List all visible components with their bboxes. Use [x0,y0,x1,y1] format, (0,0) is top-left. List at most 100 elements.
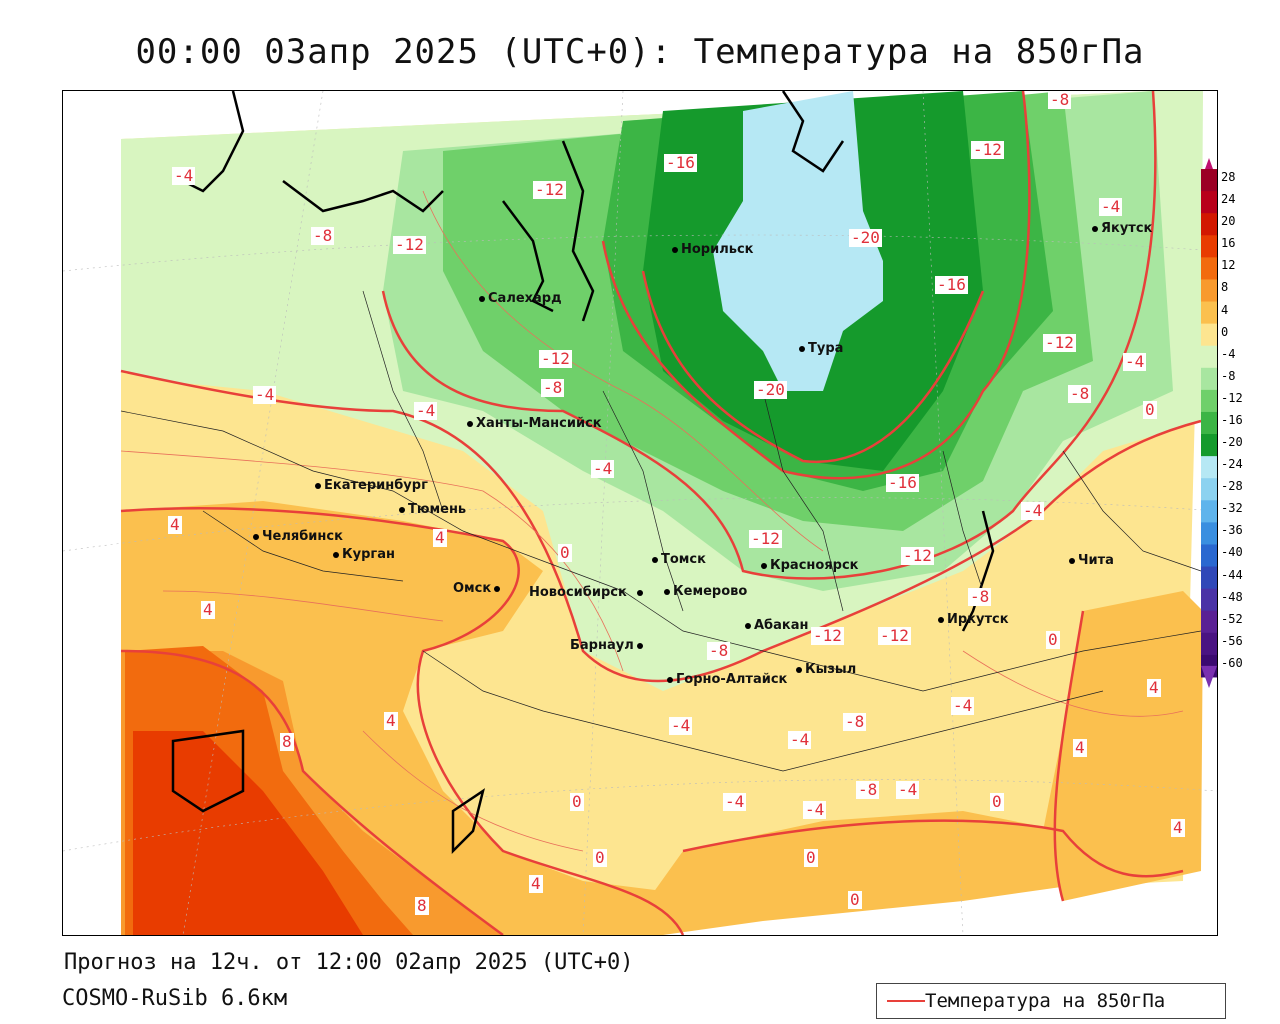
contour-label: -8 [968,587,992,606]
colorbar-cell [1201,345,1217,369]
colorbar-tick-label: -56 [1221,633,1243,648]
colorbar-tick-label: 24 [1221,192,1236,207]
contour-label: 4 [529,874,543,893]
colorbar-cell [1201,434,1217,457]
contour-label: 4 [168,515,182,534]
contour-label: -4 [669,716,693,735]
map-title: 00:00 03апр 2025 (UTC+0): Температура на… [135,32,1145,72]
contour-label: -4 [253,385,277,404]
contour-label: -12 [749,529,782,548]
colorbar-tick-label: 12 [1221,258,1236,273]
city-label: Горно-Алтайск [667,672,787,687]
colorbar-bottom-arrow [1201,665,1217,688]
contour-label: 0 [1143,400,1157,419]
city-label: Якутск [1092,221,1152,236]
city-label: Салехард [479,291,562,306]
field-orange-se [1043,591,1203,901]
colorbar-cell [1201,169,1217,192]
contour-label: 4 [1171,818,1185,837]
graticule [63,91,1217,935]
colorbar-cell [1201,478,1217,501]
contour-label: 0 [1046,630,1060,649]
contour-label: -4 [788,730,812,749]
colorbar-tick-label: 20 [1221,214,1236,229]
colorbar-tick-label: -24 [1221,457,1243,472]
contour-label: -8 [1068,384,1092,403]
contour-label: 0 [990,792,1004,811]
city-label: Кемерово [664,584,747,599]
contour-label: -16 [886,473,919,492]
contour-label: -16 [664,153,697,172]
forecast-subtitle: Прогноз на 12ч. от 12:00 02апр 2025 (UTC… [64,950,634,975]
city-label: Кызыл [796,662,856,677]
city-label: Норильск [672,242,754,257]
colorbar-cell [1201,500,1217,523]
colorbar-tick-label: -28 [1221,479,1243,494]
contour-label: 0 [570,792,584,811]
colorbar-cell [1201,213,1217,236]
field-cold-blue [713,91,883,391]
model-name: COSMO-RuSib 6.6км [62,986,288,1011]
colorbar-cell [1201,389,1217,413]
colorbar-cell [1201,588,1217,612]
colorbar-tick-label: -40 [1221,545,1243,560]
contour-label: -16 [935,275,968,294]
colorbar-tick-label: 0 [1221,324,1229,339]
contour-label: 0 [848,890,862,909]
city-label: Ханты-Мансийск [467,416,602,431]
coastline [171,91,995,855]
colorbar-tick-label: -12 [1221,390,1243,405]
colorbar [1201,158,1217,688]
city-label: Екатеринбург [315,478,428,493]
contour-label: -4 [172,166,196,185]
contour-label: -12 [1043,333,1076,352]
isotherm-lines [120,91,1202,935]
city-label: Иркутск [938,612,1009,627]
colorbar-tick-label: -32 [1221,501,1243,516]
contour-label: -4 [1123,352,1147,371]
contour-label: -4 [951,696,975,715]
city-label: Томск [652,552,706,567]
legend: Температура на 850гПа [876,983,1226,1019]
colorbar-tick-label: 4 [1221,302,1229,317]
contour-label: -4 [803,800,827,819]
legend-label: Температура на 850гПа [925,990,1166,1012]
colorbar-cell [1201,411,1217,435]
regional-borders [120,290,1202,772]
city-label: Тура [799,341,843,356]
city-label: Абакан [745,618,809,633]
contour-label: -4 [591,459,615,478]
contour-label: -4 [414,401,438,420]
contour-label: 4 [201,600,215,619]
city-label: Красноярск [761,558,859,573]
contour-label: -4 [1021,501,1045,520]
colorbar-tick-label: -36 [1221,523,1243,538]
colorbar-cell [1201,367,1217,391]
colorbar-tick-label: -4 [1221,346,1236,361]
contour-label: -12 [539,349,572,368]
contour-label: 4 [1147,678,1161,697]
city-label: Курган [333,547,395,562]
contour-label: -12 [393,235,426,254]
contour-label: -12 [878,626,911,645]
map-panel[interactable]: -4 -16 -12 -8 -4 -20 -16 -12 -4 -8 0 -12… [62,90,1218,936]
city-label: Челябинск [253,529,343,544]
contour-label: -8 [856,780,880,799]
contour-label: -8 [1048,90,1072,109]
colorbar-tick-label: 28 [1221,170,1236,185]
contour-label: -8 [541,378,565,397]
isotherm-thin-lines [120,190,1184,852]
colorbar-cell [1201,566,1217,590]
colorbar-cell [1201,632,1217,656]
colorbar-tick-label: -8 [1221,368,1236,383]
colorbar-tick-label: -48 [1221,589,1243,604]
contour-label: -8 [311,226,335,245]
colorbar-cell [1201,191,1217,214]
contour-label: 4 [1073,738,1087,757]
contour-label: -4 [896,780,920,799]
colorbar-cell [1201,544,1217,568]
city-label: Чита [1069,553,1114,568]
colorbar-tick-label: -44 [1221,567,1243,582]
field-red [133,731,363,935]
colorbar-tick-label: -20 [1221,435,1243,450]
